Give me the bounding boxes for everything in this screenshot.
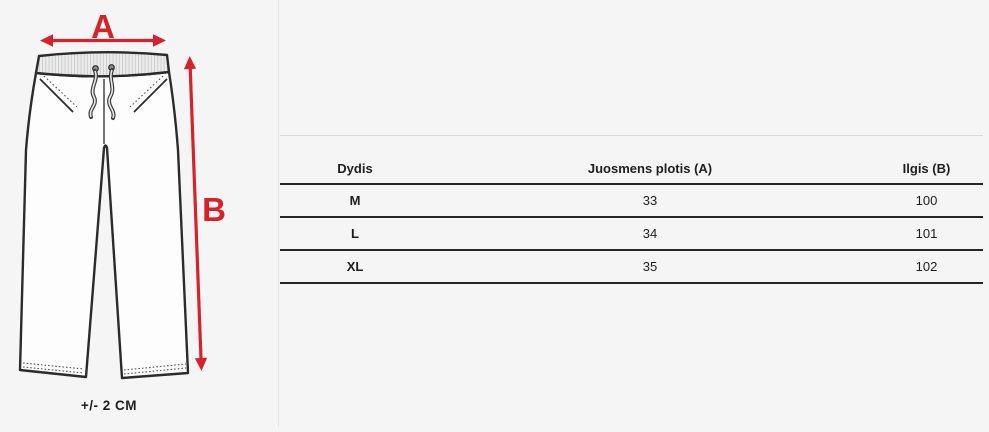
pocket-left-line xyxy=(39,78,74,113)
width-arrow xyxy=(40,34,166,47)
size-cell: L xyxy=(280,217,430,251)
column-header-length: Ilgis (B) xyxy=(870,135,983,185)
table-header-row: Dydis Juosmens plotis (A) Ilgis (B) xyxy=(280,135,983,185)
hem-stitch-right xyxy=(123,363,187,375)
width-label: A xyxy=(91,8,115,45)
table-row: XL 35 102 xyxy=(280,250,983,284)
hem-stitch-left xyxy=(22,362,85,374)
column-header-waist: Juosmens plotis (A) xyxy=(430,135,870,185)
drawstring-right xyxy=(107,68,116,120)
size-diagram-panel: A B +/- 2 CM xyxy=(0,0,278,427)
length-cell: 101 xyxy=(870,217,983,251)
tolerance-note: +/- 2 CM xyxy=(81,398,137,413)
length-cell: 100 xyxy=(870,184,983,218)
length-arrow xyxy=(183,56,208,371)
size-table: Dydis Juosmens plotis (A) Ilgis (B) M 33… xyxy=(280,135,983,284)
drawstring-left xyxy=(88,69,98,119)
panel-divider xyxy=(278,0,279,427)
pocket-right-line xyxy=(133,78,168,113)
length-cell: 102 xyxy=(870,250,983,284)
column-header-size: Dydis xyxy=(280,135,430,185)
size-cell: XL xyxy=(280,250,430,284)
table-row: L 34 101 xyxy=(280,217,983,251)
waist-cell: 33 xyxy=(430,184,870,218)
size-cell: M xyxy=(280,184,430,218)
waist-cell: 34 xyxy=(430,217,870,251)
pants-waistband xyxy=(34,51,171,78)
table-row: M 33 100 xyxy=(280,184,983,218)
pants-diagram: A B +/- 2 CM xyxy=(18,8,226,413)
waist-cell: 35 xyxy=(430,250,870,284)
length-label: B xyxy=(202,191,226,228)
